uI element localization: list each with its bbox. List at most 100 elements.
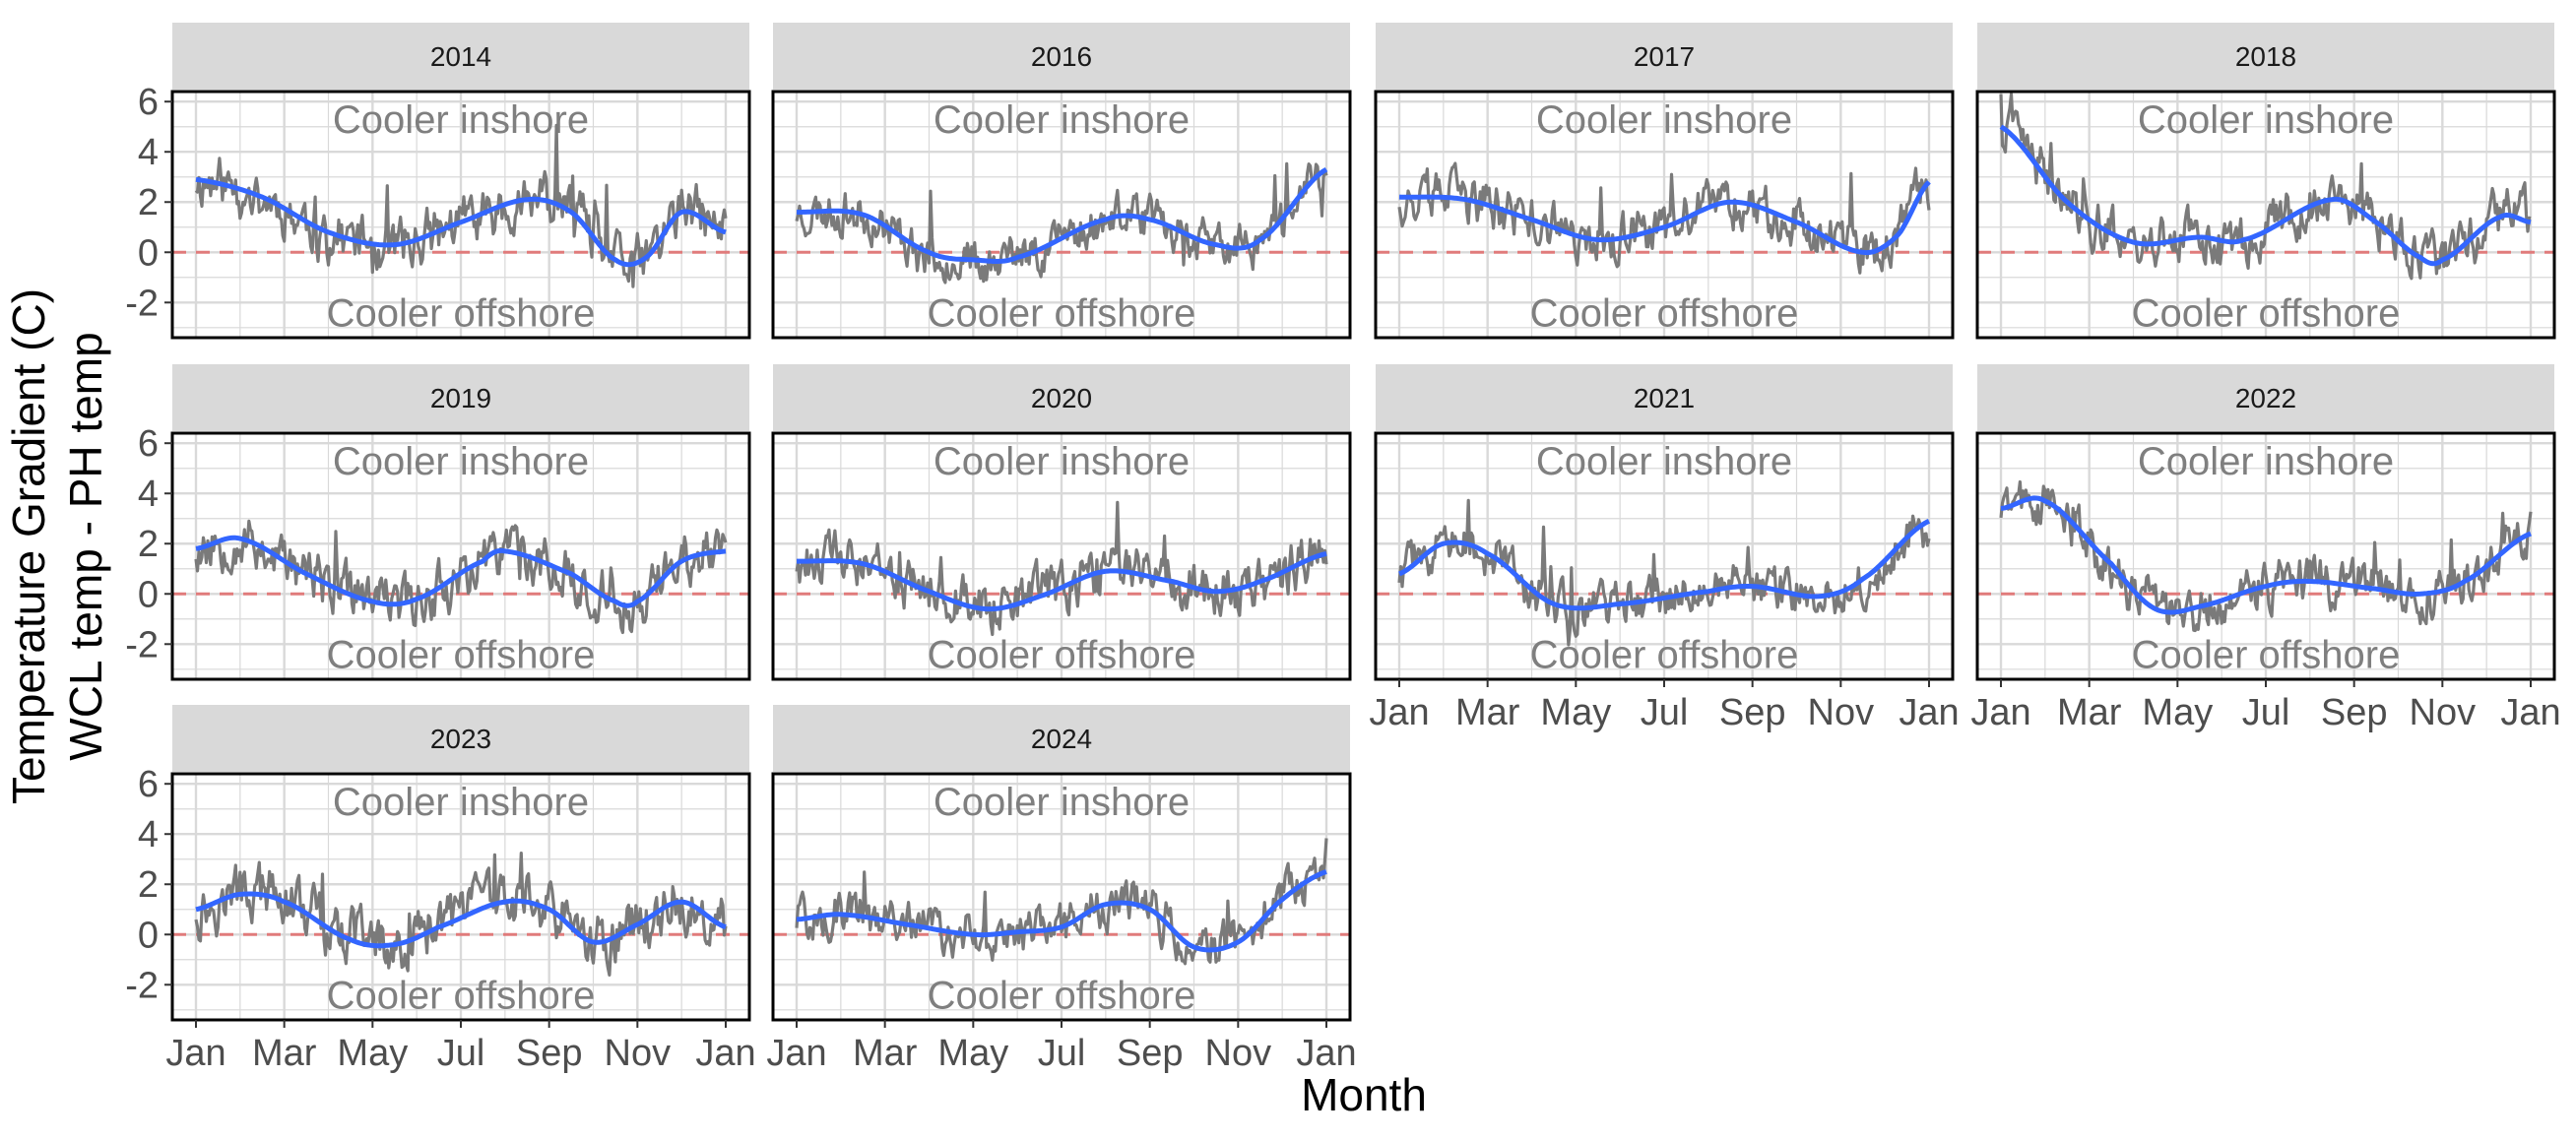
y-tick-label: 6 (138, 82, 159, 123)
facet-strip-label: 2018 (2235, 41, 2296, 72)
facet-strip (172, 23, 749, 90)
y-tick-label: 0 (138, 915, 159, 956)
facet-strip-label: 2016 (1031, 41, 1092, 72)
y-tick-label: 6 (138, 764, 159, 805)
y-axis-title-line2: WCL temp - PH temp (60, 332, 111, 760)
facet-strip (172, 705, 749, 772)
raw-series-line (194, 852, 728, 977)
x-tick-label: Jan (1369, 692, 1429, 733)
x-axis-title: Month (1301, 1069, 1427, 1120)
y-tick-label: -2 (125, 624, 159, 665)
annotation-cooler-offshore: Cooler offshore (327, 291, 596, 335)
x-tick-label: Nov (605, 1033, 672, 1074)
annotation-cooler-inshore: Cooler inshore (1536, 98, 1792, 142)
x-tick-label: Jul (1038, 1033, 1086, 1074)
panel-border (1975, 90, 2556, 340)
y-tick-label: 4 (138, 132, 159, 173)
x-tick-label: Sep (1719, 692, 1786, 733)
raw-series-line (795, 500, 1328, 637)
panel-border (771, 90, 1352, 340)
annotation-cooler-inshore: Cooler inshore (934, 440, 1190, 483)
annotation-cooler-offshore: Cooler offshore (928, 291, 1196, 335)
facet-strip (773, 23, 1350, 90)
annotation-cooler-inshore: Cooler inshore (333, 781, 589, 824)
smooth-trend-line (195, 891, 727, 949)
smooth-trend-line (1398, 180, 1931, 256)
panel-border (170, 90, 751, 340)
y-tick-label: 2 (138, 182, 159, 223)
x-tick-label: Nov (1205, 1033, 1272, 1074)
smooth-trend-line (195, 176, 727, 268)
smooth-trend-line (1999, 124, 2532, 267)
x-tick-label: Nov (2410, 692, 2477, 733)
facet-strip-label: 2024 (1031, 724, 1092, 754)
y-tick-label: 0 (138, 574, 159, 615)
annotation-cooler-inshore: Cooler inshore (2138, 98, 2394, 142)
x-tick-label: Mar (2057, 692, 2122, 733)
annotation-cooler-inshore: Cooler inshore (934, 98, 1190, 142)
raw-series-line (1397, 498, 1931, 647)
annotation-cooler-offshore: Cooler offshore (1530, 633, 1799, 676)
facet-strip (773, 364, 1350, 431)
facet-strip (1977, 23, 2554, 90)
annotation-cooler-inshore: Cooler inshore (2138, 440, 2394, 483)
x-tick-label: Sep (516, 1033, 583, 1074)
annotation-cooler-inshore: Cooler inshore (333, 98, 589, 142)
y-tick-label: 2 (138, 864, 159, 906)
annotation-cooler-inshore: Cooler inshore (934, 781, 1190, 824)
smooth-trend-line (195, 535, 727, 608)
y-axis-title-line1: Temperature Gradient (C) (3, 288, 54, 804)
smooth-trend-line (1398, 519, 1931, 611)
annotation-cooler-inshore: Cooler inshore (333, 440, 589, 483)
annotation-cooler-offshore: Cooler offshore (928, 974, 1196, 1017)
x-tick-label: Jul (2242, 692, 2290, 733)
facet-strip (1376, 364, 1953, 431)
y-tick-label: 4 (138, 814, 159, 855)
annotation-cooler-offshore: Cooler offshore (327, 974, 596, 1017)
raw-series-line (1397, 161, 1931, 275)
x-tick-label: May (337, 1033, 408, 1074)
smooth-trend-line (796, 550, 1327, 612)
x-tick-label: Mar (1455, 692, 1520, 733)
smooth-trend-line (796, 869, 1327, 953)
panel-border (170, 431, 751, 681)
x-tick-label: Jul (437, 1033, 485, 1074)
panel-border (771, 431, 1352, 681)
annotation-cooler-offshore: Cooler offshore (327, 633, 596, 676)
x-tick-label: Mar (853, 1033, 918, 1074)
facet-strip (773, 705, 1350, 772)
y-tick-label: 4 (138, 474, 159, 515)
x-tick-label: May (1540, 692, 1611, 733)
facet-strip-label: 2020 (1031, 383, 1092, 413)
x-tick-label: Jan (1970, 692, 2030, 733)
facet-strip (1977, 364, 2554, 431)
panel-border (1374, 90, 1955, 340)
y-tick-label: -2 (125, 283, 159, 324)
raw-series-line (1999, 93, 2532, 281)
x-tick-label: Jan (766, 1033, 826, 1074)
x-tick-label: Jul (1641, 692, 1689, 733)
annotation-cooler-offshore: Cooler offshore (928, 633, 1196, 676)
annotation-cooler-offshore: Cooler offshore (2132, 633, 2401, 676)
x-tick-label: Sep (2321, 692, 2388, 733)
smooth-trend-line (796, 166, 1328, 264)
facet-strip-label: 2017 (1634, 41, 1695, 72)
raw-series-line (795, 161, 1328, 285)
x-tick-label: Mar (252, 1033, 317, 1074)
y-tick-label: 2 (138, 524, 159, 565)
facet-strip-label: 2023 (430, 724, 491, 754)
raw-series-line (795, 838, 1328, 966)
x-tick-label: Jan (1899, 692, 1959, 733)
x-tick-label: May (937, 1033, 1008, 1074)
raw-series-line (194, 519, 728, 635)
x-tick-label: Jan (695, 1033, 755, 1074)
smooth-trend-line (2000, 495, 2532, 615)
x-tick-label: Jan (165, 1033, 225, 1074)
facet-strip-label: 2014 (430, 41, 491, 72)
x-tick-label: Jan (2500, 692, 2560, 733)
annotation-cooler-offshore: Cooler offshore (1530, 291, 1799, 335)
y-tick-label: 6 (138, 423, 159, 465)
x-tick-label: Sep (1117, 1033, 1184, 1074)
